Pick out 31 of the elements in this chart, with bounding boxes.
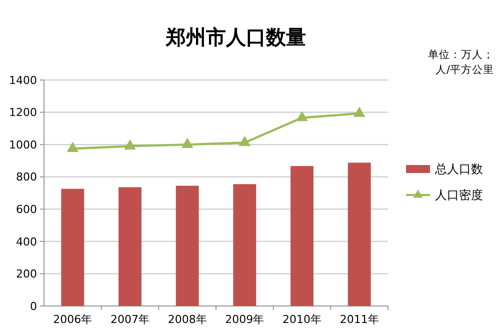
y-tick-label: 200 xyxy=(16,268,37,281)
y-tick-label: 600 xyxy=(16,202,37,216)
x-tick-label: 2007年 xyxy=(110,313,150,326)
bar xyxy=(61,188,84,306)
y-tick-label: 800 xyxy=(16,170,37,184)
y-tick-label: 0 xyxy=(30,300,37,313)
point xyxy=(124,139,136,150)
point xyxy=(181,138,194,148)
text: 单位：万人； xyxy=(428,48,494,61)
point xyxy=(66,142,79,152)
chart-title: 郑州市人口数量 xyxy=(165,25,306,49)
y-tick-label: 1200 xyxy=(9,106,37,120)
x-tick-label: 2008年 xyxy=(168,313,207,326)
x-tick-label: 2009年 xyxy=(225,313,264,326)
x-tick-label: 2011年 xyxy=(340,313,379,326)
bar xyxy=(176,186,199,306)
x-tick-label: 2010年 xyxy=(282,313,322,326)
legend-label: 总人口数 xyxy=(434,162,483,176)
point xyxy=(296,110,308,122)
bar xyxy=(233,184,256,306)
y-tick-label: 1400 xyxy=(9,74,37,87)
bar xyxy=(118,187,142,306)
y-tick-label: 1000 xyxy=(9,138,37,152)
bar xyxy=(290,166,314,306)
legend-label: 人口密度 xyxy=(435,188,483,202)
point xyxy=(238,136,251,146)
point xyxy=(353,106,366,117)
y-tick-label: 400 xyxy=(16,235,37,248)
bar xyxy=(348,162,371,306)
text: 人/平方公里 xyxy=(435,63,494,76)
x-tick-label: 2006年 xyxy=(53,313,92,326)
